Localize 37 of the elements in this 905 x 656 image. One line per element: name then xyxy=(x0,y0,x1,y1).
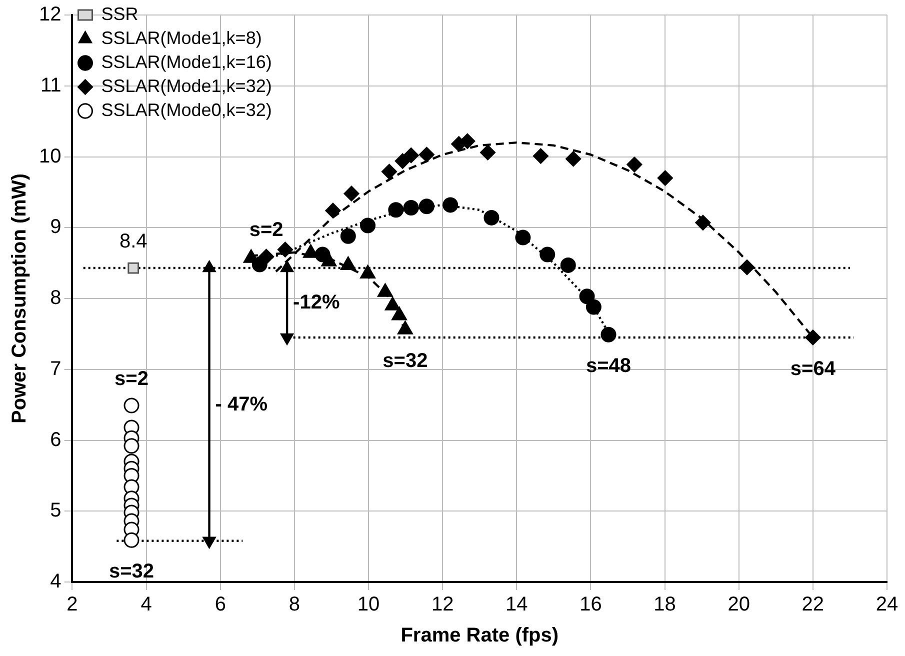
y-tick-label: 12 xyxy=(38,4,62,26)
y-tick-label: 10 xyxy=(38,145,62,168)
annotation: s=64 xyxy=(790,358,836,380)
legend-label: SSLAR(Mode1,k=16) xyxy=(101,52,272,72)
legend-label: SSLAR(Mode0,k=32) xyxy=(101,100,272,120)
annotation: s=48 xyxy=(586,355,632,378)
x-tick-label: 4 xyxy=(140,594,152,616)
x-tick-label: 16 xyxy=(580,594,602,616)
y-tick-label: 7 xyxy=(50,358,62,380)
x-axis-title: Frame Rate (fps) xyxy=(400,624,559,647)
x-tick-label: 2 xyxy=(66,594,78,616)
annotation: s=32 xyxy=(382,350,428,372)
y-tick-label: 11 xyxy=(40,74,62,96)
x-tick-label: 6 xyxy=(214,594,226,616)
y-tick-label: 6 xyxy=(50,428,62,451)
annotation: s=2 xyxy=(249,219,284,242)
x-tick-label: 12 xyxy=(431,594,454,616)
x-tick-label: 14 xyxy=(506,594,528,616)
legend-label: SSLAR(Mode1,k=8) xyxy=(101,28,262,48)
x-tick-label: 22 xyxy=(802,594,824,616)
x-tick-label: 18 xyxy=(654,594,676,616)
annotation: s=32 xyxy=(108,560,154,583)
y-tick-label: 8 xyxy=(50,287,62,310)
y-tick-label: 5 xyxy=(50,500,62,522)
x-tick-label: 24 xyxy=(876,594,898,616)
x-tick-label: 10 xyxy=(357,594,380,616)
legend-label: SSLAR(Mode1,k=32) xyxy=(101,76,272,96)
annotation: 8.4 xyxy=(119,230,148,253)
x-tick-label: 20 xyxy=(728,594,750,616)
legend-label: SSR xyxy=(101,4,138,24)
annotation: s=2 xyxy=(114,368,148,390)
annotation: -12% xyxy=(293,291,340,314)
y-tick-label: 4 xyxy=(50,570,62,593)
x-tick-label: 8 xyxy=(288,594,300,616)
y-axis-title: Power Consumption (mW) xyxy=(8,174,31,424)
y-tick-label: 9 xyxy=(50,216,62,238)
annotation: - 47% xyxy=(215,393,268,416)
